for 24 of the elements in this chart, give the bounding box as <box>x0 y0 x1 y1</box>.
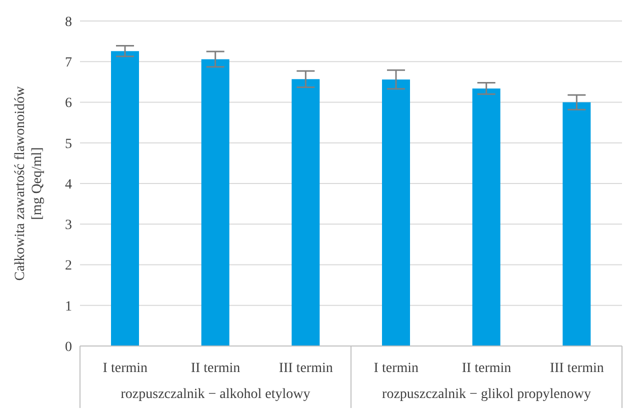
bar <box>201 59 230 346</box>
bar <box>292 79 320 346</box>
y-tick-label: 3 <box>65 218 72 234</box>
y-tick-label: 8 <box>65 14 72 30</box>
bar <box>562 102 591 346</box>
bar <box>472 88 500 346</box>
y-tick-label: 6 <box>65 96 72 112</box>
x-tick-label: I termin <box>374 360 419 376</box>
y-tick-label: 5 <box>65 136 72 152</box>
x-tick-label: III termin <box>278 360 333 376</box>
y-tick-label: 4 <box>65 177 72 192</box>
bar <box>111 51 140 346</box>
bar <box>382 80 410 346</box>
y-axis-title: Całkowita zawartość flawonoidów [mg Qeq/ml] <box>13 85 45 281</box>
x-tick-label: II termin <box>190 360 240 376</box>
x-tick-label: III termin <box>550 360 604 376</box>
text: rozpuszczalnik − alkohol etylowy <box>120 387 310 402</box>
y-tick-label: 2 <box>65 258 72 274</box>
x-tick-label: I termin <box>102 360 148 376</box>
y-tick-label: 7 <box>65 56 72 71</box>
x-tick-label: II termin <box>462 360 512 376</box>
y-tick-label: 0 <box>65 340 72 355</box>
text: rozpuszczalnik − glikol propylenowy <box>382 387 591 402</box>
y-tick-label: 1 <box>65 299 72 314</box>
